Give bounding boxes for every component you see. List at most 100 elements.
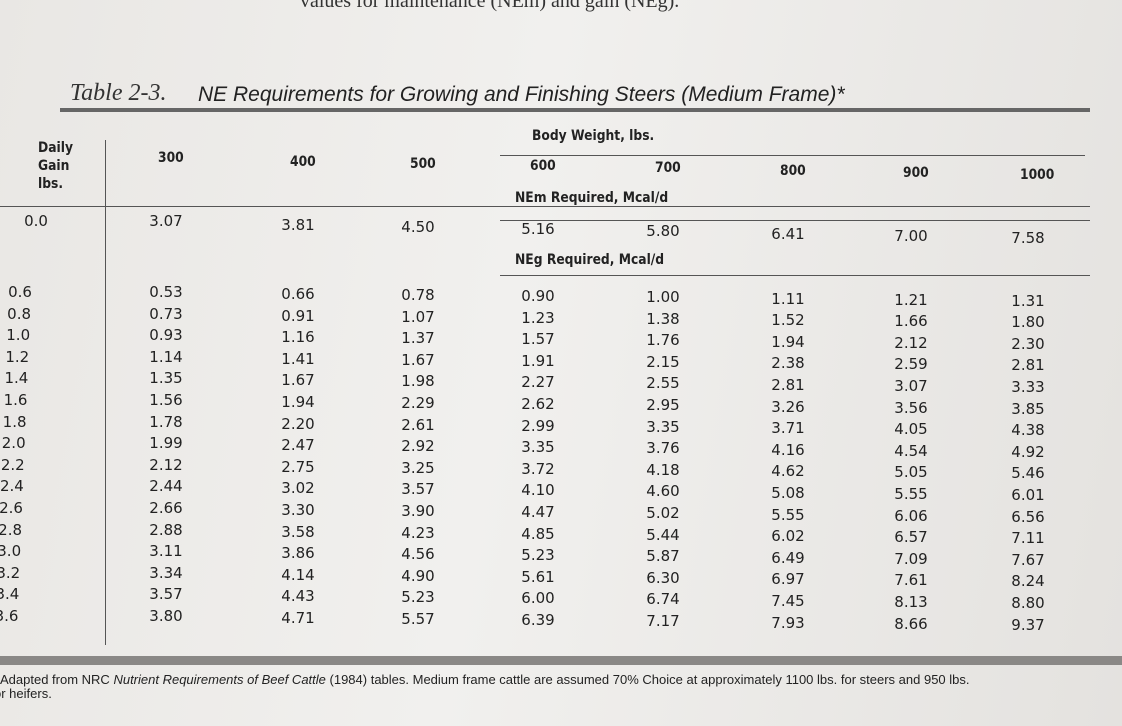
footnote: Adapted from NRC Nutrient Requirements o…	[0, 672, 970, 687]
neg-cell: 5.87	[646, 547, 680, 566]
neg-cell: 1.52	[771, 311, 805, 330]
neg-cell: 3.90	[401, 502, 435, 520]
neg-cell: 2.30	[1011, 334, 1045, 353]
neg-cell: 2.75	[281, 457, 315, 476]
neg-cell: 5.55	[894, 484, 928, 503]
neg-cell: 6.56	[1011, 507, 1045, 526]
nem-cell: 3.07	[149, 212, 183, 230]
neg-cell: 1.11	[771, 289, 805, 308]
neg-cell: 1.21	[894, 290, 928, 309]
neg-cell: 3.80	[149, 607, 183, 625]
neg-header: NEg Required, Mcal/d	[515, 252, 665, 268]
neg-cell: 2.27	[521, 373, 555, 392]
table-title: NE Requirements for Growing and Finishin…	[198, 83, 845, 106]
neg-cell: 2.62	[521, 395, 555, 413]
neg-cell: 2.95	[646, 396, 680, 414]
neg-cell: 1.38	[646, 309, 680, 328]
neg-cell: 0.53	[149, 283, 183, 301]
gain-cell: 2.4	[0, 477, 24, 496]
nem-header: NEm Required, Mcal/d	[515, 190, 669, 206]
neg-cell: 3.86	[281, 544, 315, 563]
neg-cell: 0.93	[149, 326, 183, 345]
neg-cell: 5.44	[646, 525, 680, 544]
gain-cell: 3.2	[0, 563, 21, 582]
gain-cell: 0.0	[24, 212, 48, 230]
neg-cell: 8.66	[894, 614, 928, 633]
neg-cell: 9.37	[1011, 615, 1045, 634]
weight-header: 1000	[1020, 167, 1055, 183]
neg-cell: 3.07	[894, 376, 928, 395]
neg-cell: 1.07	[401, 307, 435, 326]
neg-cell: 2.55	[646, 374, 680, 393]
nem-cell: 6.41	[771, 225, 805, 243]
neg-cell: 6.57	[894, 528, 928, 547]
neg-cell: 0.66	[281, 285, 315, 303]
neg-cell: 1.67	[281, 371, 315, 390]
neg-cell: 3.30	[281, 501, 315, 519]
neg-cell: 8.80	[1011, 593, 1045, 612]
neg-cell: 1.66	[894, 312, 928, 331]
column-divider	[105, 140, 106, 645]
nem-cell: 3.81	[281, 216, 315, 234]
gain-cell: 2.8	[0, 520, 23, 539]
neg-cell: 4.71	[281, 609, 315, 627]
neg-cell: 3.57	[401, 480, 435, 499]
neg-cell: 6.00	[521, 589, 555, 608]
neg-cell: 1.56	[149, 391, 183, 409]
gain-cell: 1.2	[5, 347, 30, 366]
nem-cell: 4.50	[401, 218, 435, 236]
neg-cell: 4.05	[894, 420, 928, 439]
neg-cell: 1.98	[401, 372, 435, 391]
neg-cell: 3.76	[646, 439, 680, 458]
neg-cell: 1.76	[646, 331, 680, 350]
neg-cell: 1.41	[281, 349, 315, 368]
body-weight-header: Body Weight, lbs.	[532, 128, 655, 144]
neg-cell: 1.35	[149, 369, 183, 388]
neg-cell: 7.61	[894, 571, 928, 590]
neg-cell: 8.13	[894, 592, 928, 611]
weight-header: 400	[290, 154, 316, 170]
neg-cell: 6.49	[771, 548, 805, 567]
neg-cell: 3.35	[521, 438, 555, 457]
neg-cell: 2.15	[646, 352, 680, 371]
weight-header: 500	[410, 156, 436, 172]
neg-cell: 2.66	[149, 499, 183, 517]
neg-cell: 1.91	[521, 351, 555, 370]
neg-cell: 0.91	[281, 306, 315, 325]
gain-header: Daily	[38, 140, 74, 156]
neg-cell: 3.25	[401, 458, 435, 477]
gain-cell: 1.0	[6, 326, 31, 345]
neg-cell: 4.47	[521, 503, 555, 521]
neg-cell: 7.09	[894, 549, 928, 568]
neg-cell: 5.23	[401, 588, 435, 607]
gain-cell: 1.6	[3, 391, 28, 409]
neg-cell: 7.67	[1011, 550, 1045, 569]
neg-cell: 1.14	[149, 347, 183, 366]
neg-cell: 4.16	[771, 440, 805, 459]
neg-cell: 4.23	[401, 523, 435, 542]
neg-cell: 3.33	[1011, 377, 1045, 396]
nem-rule	[500, 220, 1090, 221]
neg-cell: 2.61	[401, 415, 435, 434]
neg-cell: 6.30	[646, 568, 680, 587]
footnote-text: Adapted from NRC	[0, 672, 110, 687]
neg-cell: 3.71	[771, 419, 805, 438]
neg-cell: 4.90	[401, 566, 435, 585]
neg-cell: 1.94	[281, 393, 315, 411]
neg-cell: 2.44	[149, 477, 183, 496]
weight-rule	[500, 155, 1085, 156]
neg-cell: 3.56	[894, 398, 928, 417]
neg-cell: 3.72	[521, 459, 555, 478]
neg-cell: 1.99	[149, 434, 183, 453]
neg-cell: 2.12	[149, 455, 183, 474]
neg-cell: 6.06	[894, 506, 928, 525]
neg-cell: 3.57	[149, 585, 183, 604]
neg-cell: 7.17	[646, 612, 680, 630]
neg-cell: 4.54	[894, 441, 928, 460]
neg-cell: 1.80	[1011, 313, 1045, 332]
neg-cell: 6.02	[771, 527, 805, 546]
neg-cell: 2.20	[281, 414, 315, 433]
neg-cell: 2.81	[771, 375, 805, 394]
neg-cell: 8.24	[1011, 572, 1045, 591]
neg-cell: 2.47	[281, 436, 315, 455]
